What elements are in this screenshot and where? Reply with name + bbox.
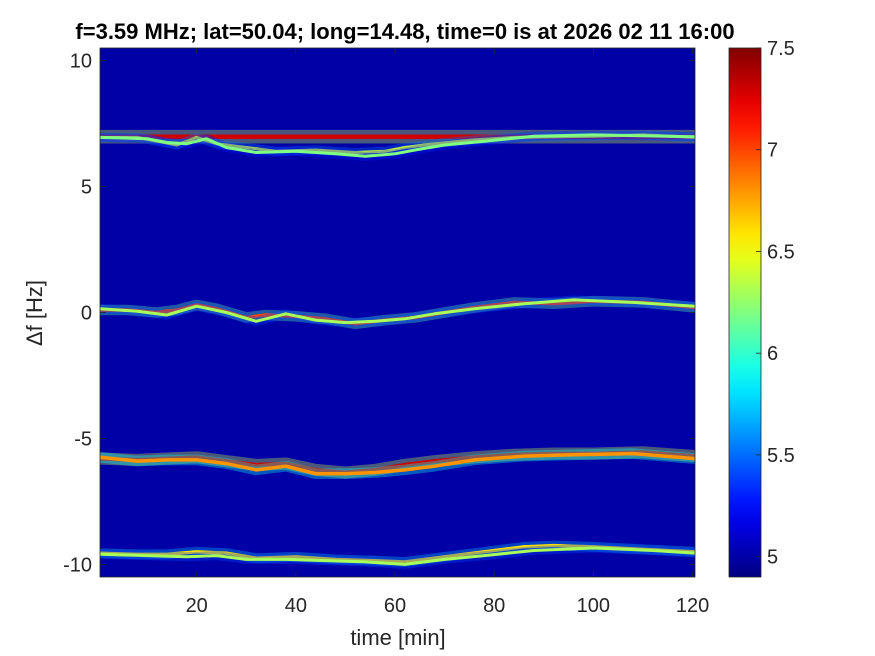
colorbar-ticks: 7.5 7 6.5 6 5.5 5 (756, 38, 795, 569)
colorbar-tick-label: 5 (767, 547, 778, 569)
y-tick-label: 0 (81, 303, 92, 325)
y-axis-label: Δf [Hz] (22, 280, 47, 346)
y-tick-label: 10 (70, 51, 92, 73)
colorbar-tick-label: 7 (767, 140, 778, 162)
colorbar-tick-label: 6.5 (767, 241, 795, 263)
x-tick-label: 20 (186, 595, 208, 617)
heatmap-plot-area (99, 47, 696, 578)
colorbar-tick-label: 5.5 (767, 445, 795, 467)
colorbar: 7.5 7 6.5 6 5.5 5 (728, 38, 795, 578)
colorbar-tick-label: 6 (767, 343, 778, 365)
x-tick-label: 100 (577, 595, 610, 617)
trace-line (100, 133, 695, 158)
x-axis-label: time [min] (350, 625, 445, 650)
y-tick-label: -5 (74, 428, 92, 450)
trace-line (100, 543, 695, 564)
x-tick-label: 120 (676, 595, 709, 617)
y-axis-ticks: 10 5 0 -5 -10 (63, 51, 695, 576)
chart-title: f=3.59 MHz; lat=50.04; long=14.48, time=… (75, 19, 734, 44)
heatmap-traces (100, 129, 695, 569)
trace-line (100, 298, 695, 325)
x-axis-ticks: 20 40 60 80 100 120 (186, 48, 709, 617)
trace-line (100, 451, 695, 476)
x-tick-label: 60 (384, 595, 406, 617)
x-tick-label: 40 (285, 595, 307, 617)
x-tick-label: 80 (483, 595, 505, 617)
y-tick-label: 5 (81, 177, 92, 199)
y-tick-label: -10 (63, 554, 92, 576)
colorbar-tick-label: 7.5 (767, 38, 795, 60)
trace-line (100, 546, 695, 566)
colorbar-gradient (728, 47, 762, 578)
